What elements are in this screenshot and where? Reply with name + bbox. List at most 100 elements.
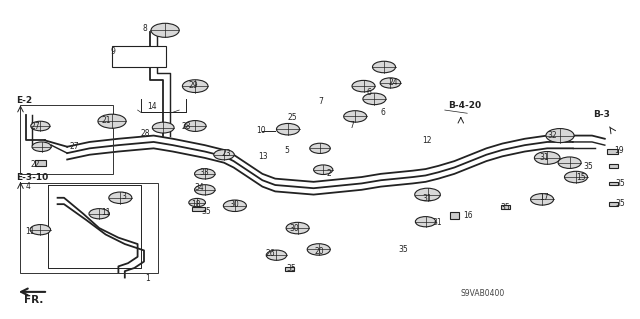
Circle shape — [152, 122, 174, 133]
Text: 8: 8 — [142, 24, 147, 33]
Text: 12: 12 — [422, 137, 432, 145]
Text: 25: 25 — [288, 113, 298, 122]
Text: 1: 1 — [145, 274, 150, 283]
Text: 19: 19 — [614, 146, 624, 155]
Circle shape — [546, 129, 574, 143]
Text: 31: 31 — [540, 153, 549, 162]
Bar — [609, 182, 618, 185]
Text: 6: 6 — [366, 88, 371, 97]
Text: 26: 26 — [266, 249, 275, 258]
Circle shape — [32, 142, 51, 152]
Text: 13: 13 — [259, 152, 268, 161]
Circle shape — [558, 157, 581, 168]
Text: 14: 14 — [147, 102, 157, 111]
Text: 28: 28 — [182, 122, 191, 130]
Text: 9: 9 — [110, 47, 115, 56]
Circle shape — [195, 185, 215, 195]
Circle shape — [380, 78, 401, 88]
Circle shape — [214, 150, 234, 160]
Text: 5: 5 — [285, 146, 290, 155]
Circle shape — [344, 111, 367, 122]
Circle shape — [98, 114, 126, 128]
Text: 15: 15 — [576, 173, 586, 182]
Text: 35: 35 — [287, 264, 296, 273]
Text: 35: 35 — [500, 204, 510, 212]
Circle shape — [276, 123, 300, 135]
Text: 32: 32 — [547, 131, 557, 140]
Circle shape — [151, 23, 179, 37]
Text: E-3-10: E-3-10 — [16, 173, 48, 182]
Circle shape — [352, 80, 375, 92]
Text: 35: 35 — [616, 199, 625, 208]
Circle shape — [310, 143, 330, 153]
Circle shape — [266, 250, 287, 260]
Bar — [609, 202, 618, 206]
Text: E-2: E-2 — [16, 96, 32, 105]
Text: B-4-20: B-4-20 — [448, 101, 481, 110]
Bar — [192, 207, 205, 211]
Text: 20: 20 — [315, 247, 324, 256]
Text: 35: 35 — [398, 245, 408, 254]
Text: 18: 18 — [191, 200, 200, 209]
Bar — [285, 267, 294, 271]
Circle shape — [223, 200, 246, 211]
Circle shape — [89, 209, 109, 219]
Circle shape — [534, 152, 560, 164]
Text: 10: 10 — [256, 126, 266, 135]
Text: S9VAB0400: S9VAB0400 — [461, 289, 505, 298]
Bar — [501, 205, 510, 209]
Circle shape — [372, 61, 396, 73]
Text: 2: 2 — [326, 169, 331, 178]
Text: 16: 16 — [463, 211, 473, 219]
Bar — [20, 183, 158, 273]
Text: 35: 35 — [201, 207, 211, 216]
Text: FR.: FR. — [24, 295, 44, 305]
Text: 23: 23 — [221, 149, 231, 158]
Text: 4: 4 — [26, 182, 31, 191]
Bar — [35, 160, 46, 166]
Bar — [609, 164, 618, 168]
Text: 28: 28 — [141, 129, 150, 137]
Circle shape — [195, 169, 215, 179]
Text: 31: 31 — [422, 194, 432, 203]
Text: 22: 22 — [31, 160, 40, 169]
Circle shape — [189, 198, 205, 207]
Text: 21: 21 — [101, 116, 111, 125]
Text: 27: 27 — [31, 122, 40, 131]
Text: 11: 11 — [26, 227, 35, 236]
Text: B-3: B-3 — [593, 110, 610, 119]
Text: 33: 33 — [200, 168, 209, 177]
Text: 35: 35 — [616, 179, 625, 188]
Circle shape — [182, 80, 208, 93]
Circle shape — [184, 121, 206, 131]
Circle shape — [363, 93, 386, 105]
Text: 24: 24 — [388, 78, 398, 87]
Circle shape — [564, 171, 588, 183]
Text: 3: 3 — [122, 192, 127, 201]
Circle shape — [307, 244, 330, 255]
Text: 31: 31 — [432, 218, 442, 227]
Circle shape — [314, 165, 333, 174]
Text: 30: 30 — [229, 200, 239, 209]
Bar — [20, 105, 113, 174]
Text: 17: 17 — [540, 193, 549, 202]
Text: 11: 11 — [101, 208, 111, 217]
Circle shape — [109, 192, 132, 204]
Text: 7: 7 — [319, 97, 324, 106]
Text: 35: 35 — [584, 162, 593, 171]
Circle shape — [531, 194, 554, 205]
Circle shape — [30, 225, 51, 235]
Text: 27: 27 — [69, 142, 79, 151]
Text: 30: 30 — [289, 224, 299, 233]
Circle shape — [31, 121, 50, 131]
Circle shape — [286, 222, 309, 234]
Bar — [450, 212, 459, 219]
Circle shape — [415, 188, 440, 201]
Circle shape — [415, 217, 436, 227]
Text: 34: 34 — [195, 183, 204, 192]
Bar — [607, 149, 618, 154]
Text: 29: 29 — [188, 81, 198, 90]
Text: 6: 6 — [381, 108, 386, 117]
Text: 7: 7 — [349, 121, 355, 130]
Bar — [112, 46, 166, 67]
